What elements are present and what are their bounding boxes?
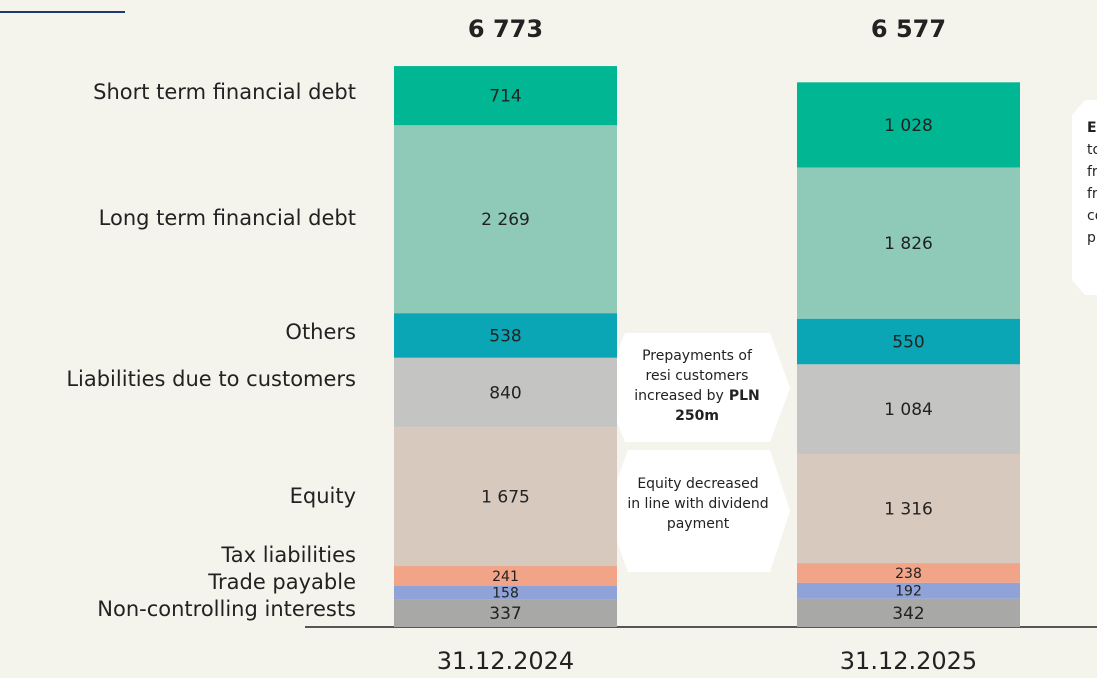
value-label: 538 bbox=[489, 326, 521, 346]
bar-segment bbox=[797, 82, 1020, 168]
annotation-text: payment bbox=[667, 516, 730, 532]
annotation-text: Prepayments of bbox=[642, 348, 753, 364]
legend-label: Liabilities due to customers bbox=[66, 367, 356, 391]
legend-label: Equity bbox=[290, 484, 356, 508]
value-label: 158 bbox=[492, 586, 519, 602]
bar-segment bbox=[797, 582, 1020, 599]
total-label: 6 773 bbox=[468, 15, 543, 43]
x-tick-label: 31.12.2025 bbox=[840, 647, 977, 675]
value-label: 1 675 bbox=[481, 488, 530, 508]
value-label: 1 084 bbox=[884, 400, 933, 420]
value-label: 714 bbox=[489, 87, 521, 107]
annotation-box bbox=[606, 450, 790, 572]
value-label: 241 bbox=[492, 569, 519, 585]
value-label: 238 bbox=[895, 566, 922, 582]
value-label: 1 028 bbox=[884, 116, 933, 136]
annotation-text: 250m bbox=[675, 408, 719, 424]
value-label: 192 bbox=[895, 584, 922, 600]
annotation-box bbox=[603, 333, 790, 442]
annotation-span: payment bbox=[667, 516, 730, 532]
legend-label: Others bbox=[285, 320, 356, 344]
bar-segment bbox=[394, 66, 617, 126]
bar-segment bbox=[394, 125, 617, 314]
annotation-span: fr bbox=[1087, 186, 1097, 202]
annotation-span: pr bbox=[1087, 230, 1097, 246]
annotation-span: fr bbox=[1087, 164, 1097, 180]
bar-segment bbox=[394, 357, 617, 428]
annotation-span: 250m bbox=[675, 408, 719, 424]
x-tick-label: 31.12.2024 bbox=[437, 647, 574, 675]
legend-label: Non-controlling interests bbox=[97, 597, 356, 621]
bar-segment bbox=[394, 427, 617, 567]
legend-label: Trade payable bbox=[207, 570, 356, 594]
value-label: 337 bbox=[489, 604, 521, 624]
annotation-text: increased by PLN bbox=[634, 388, 759, 404]
annotation-text: fr bbox=[1087, 186, 1097, 202]
legend-label: Tax liabilities bbox=[220, 543, 356, 567]
annotation-box bbox=[1072, 100, 1097, 295]
annotation-span: increased by bbox=[634, 388, 724, 404]
bar-segment bbox=[394, 585, 617, 600]
annotation-span: resi customers bbox=[646, 368, 749, 384]
value-label: 1 826 bbox=[884, 234, 933, 254]
legend-label: Long term financial debt bbox=[99, 206, 356, 230]
value-label: 342 bbox=[892, 604, 924, 624]
bar-segment bbox=[797, 364, 1020, 455]
bar-segment bbox=[394, 313, 617, 358]
value-label: 840 bbox=[489, 384, 521, 404]
annotation-span: Equity decreased bbox=[637, 476, 758, 492]
annotation-text: Equity decreased bbox=[637, 476, 758, 492]
value-label: 2 269 bbox=[481, 210, 530, 230]
bar-segment bbox=[394, 599, 617, 627]
legend-label: Short term financial debt bbox=[93, 80, 356, 104]
annotation-text: Ea bbox=[1087, 120, 1097, 136]
total-label: 6 577 bbox=[871, 15, 946, 43]
value-label: 1 316 bbox=[884, 500, 933, 520]
annotation-text: to bbox=[1087, 142, 1097, 158]
annotation-span: PLN bbox=[729, 388, 760, 404]
annotation-text: pr bbox=[1087, 230, 1097, 246]
annotation-span: Ea bbox=[1087, 120, 1097, 136]
annotation-text: fr bbox=[1087, 164, 1097, 180]
annotation-text: co bbox=[1087, 208, 1097, 224]
bar-segment bbox=[797, 318, 1020, 365]
annotation-text: in line with dividend bbox=[627, 496, 768, 512]
annotation-text: resi customers bbox=[646, 368, 749, 384]
annotation-span: co bbox=[1087, 208, 1097, 224]
value-label: 550 bbox=[892, 332, 924, 352]
bar-segment bbox=[394, 566, 617, 586]
annotation-span: to bbox=[1087, 142, 1097, 158]
annotation-span: Prepayments of bbox=[642, 348, 753, 364]
bar-segment bbox=[797, 563, 1020, 583]
annotation-span: in line with dividend bbox=[627, 496, 768, 512]
bar-segment bbox=[797, 598, 1020, 627]
bar-segment bbox=[797, 167, 1020, 319]
bar-segment bbox=[797, 454, 1020, 564]
